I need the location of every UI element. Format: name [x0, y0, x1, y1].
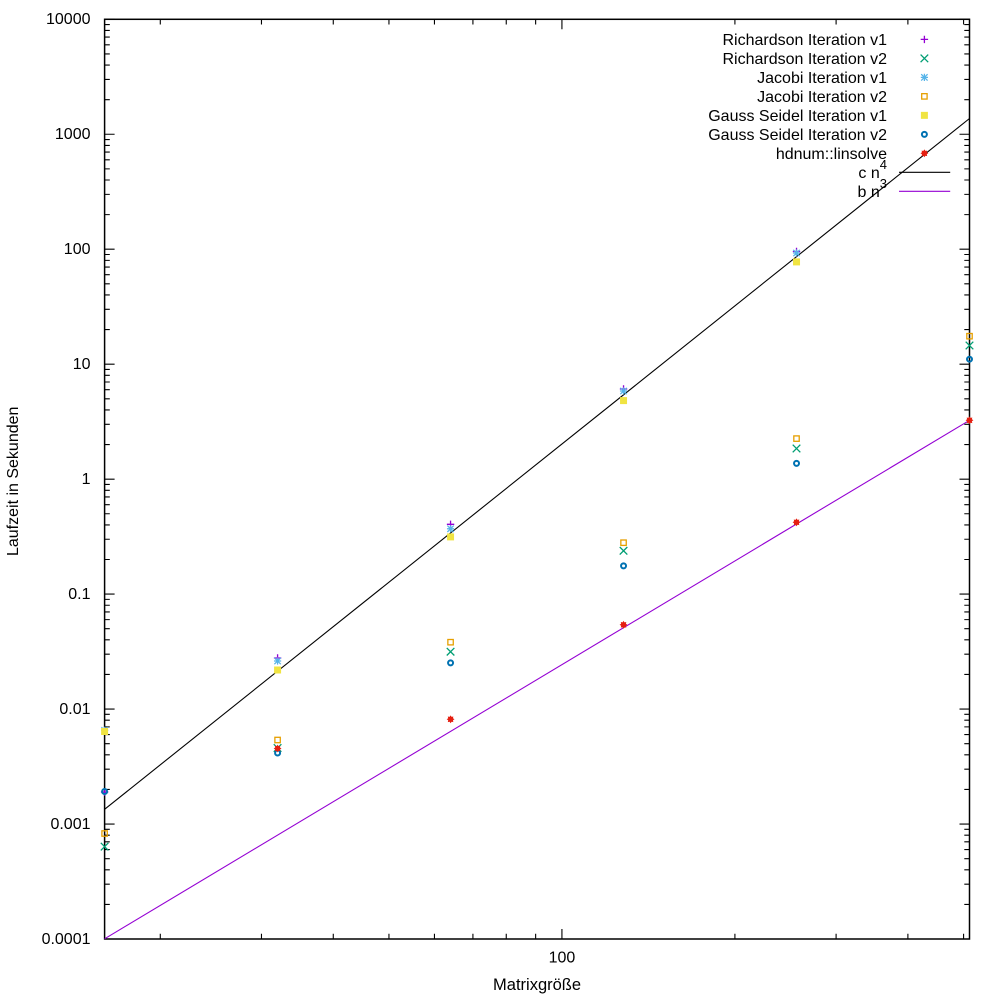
svg-text:0.001: 0.001	[50, 816, 90, 833]
svg-text:Jacobi Iteration v1: Jacobi Iteration v1	[757, 70, 887, 87]
svg-text:Jacobi Iteration v2: Jacobi Iteration v2	[757, 89, 887, 106]
svg-text:10000: 10000	[46, 11, 91, 28]
svg-text:Richardson Iteration v1: Richardson Iteration v1	[722, 32, 887, 49]
svg-text:100: 100	[64, 241, 91, 258]
svg-text:0.1: 0.1	[68, 586, 90, 603]
svg-text:0.0001: 0.0001	[42, 931, 91, 948]
svg-text:0.01: 0.01	[59, 701, 90, 718]
svg-text:1: 1	[82, 471, 91, 488]
svg-text:10: 10	[73, 356, 91, 373]
svg-text:Gauss Seidel Iteration v1: Gauss Seidel Iteration v1	[708, 108, 887, 125]
svg-text:Matrixgröße: Matrixgröße	[493, 976, 581, 994]
svg-text:hdnum::linsolve: hdnum::linsolve	[776, 146, 887, 163]
svg-text:Gauss Seidel Iteration v2: Gauss Seidel Iteration v2	[708, 127, 887, 144]
svg-text:Richardson Iteration v2: Richardson Iteration v2	[722, 51, 887, 68]
svg-text:Laufzeit in Sekunden: Laufzeit in Sekunden	[5, 407, 22, 556]
svg-text:100: 100	[549, 949, 576, 966]
svg-text:1000: 1000	[55, 126, 91, 143]
